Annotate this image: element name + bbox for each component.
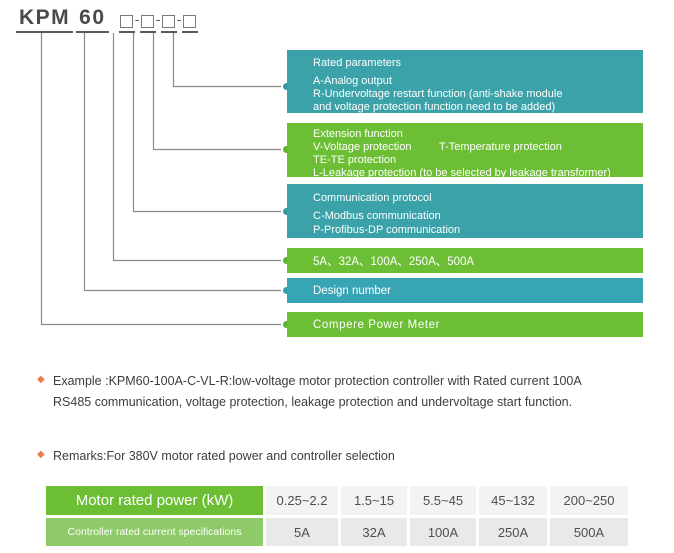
- underline: [139, 31, 156, 33]
- model-prefix: KPM: [16, 6, 74, 33]
- box-design-number: Design number: [287, 278, 643, 303]
- box-line: A-Analog output: [313, 75, 392, 87]
- box-line: L-Leakage protection (to be selected by …: [313, 167, 611, 177]
- power-cell: 45~132: [479, 486, 547, 515]
- example-line-1: Example :KPM60-100A-C-VL-R:low-voltage m…: [53, 374, 582, 388]
- power-cell: 0.25~2.2: [266, 486, 338, 515]
- power-cell: 1.5~15: [341, 486, 407, 515]
- current-cell: 32A: [341, 518, 407, 546]
- example-note: Example :KPM60-100A-C-VL-R:low-voltage m…: [53, 371, 582, 412]
- box-product-name: Compere Power Meter: [287, 312, 643, 337]
- diamond-bullet-icon: ◆: [37, 449, 45, 460]
- box-line: P-Profibus-DP communication: [313, 224, 461, 236]
- model-placeholder-squares: - - -: [118, 11, 198, 33]
- model-code: KPM 60 - - -: [16, 6, 198, 33]
- underline: [181, 31, 198, 33]
- box-line: and voltage protection function need to …: [313, 101, 556, 113]
- current-cell: 100A: [410, 518, 476, 546]
- box-communication-protocol: Communication protocol C-Modbus communic…: [287, 184, 643, 238]
- square-icon: [183, 15, 197, 28]
- placeholder-square-4: [181, 15, 198, 33]
- row-header-motor-power: Motor rated power (kW): [46, 486, 263, 515]
- line-series: [83, 33, 284, 292]
- box-line: TE-TE protection: [313, 154, 397, 166]
- power-cell: 200~250: [550, 486, 628, 515]
- separator-hyphen: -: [134, 11, 140, 27]
- line-square4: [172, 33, 284, 88]
- table-row-power: Motor rated power (kW) 0.25~2.2 1.5~15 5…: [46, 486, 628, 515]
- model-series: 60: [76, 6, 109, 33]
- selection-table: Motor rated power (kW) 0.25~2.2 1.5~15 5…: [43, 483, 631, 549]
- line-square1: [112, 33, 284, 262]
- placeholder-square-3: [160, 15, 177, 33]
- line-prefix: [40, 33, 284, 326]
- separator-hyphen: -: [155, 11, 161, 27]
- box-rated-current-options: 5A、32A、100A、250A、500A: [287, 248, 643, 273]
- power-cell: 5.5~45: [410, 486, 476, 515]
- current-cell: 5A: [266, 518, 338, 546]
- current-cell: 500A: [550, 518, 628, 546]
- underline: [118, 31, 135, 33]
- line-square3: [152, 33, 284, 151]
- box-line: 5A、32A、100A、250A、500A: [313, 255, 475, 268]
- row-header-controller-current: Controller rated current specifications: [46, 518, 263, 546]
- box-line: R-Undervoltage restart function (anti-sh…: [313, 88, 563, 100]
- remarks-note: Remarks:For 380V motor rated power and c…: [53, 449, 395, 463]
- current-cell: 250A: [479, 518, 547, 546]
- square-icon: [120, 15, 134, 28]
- separator-hyphen: -: [176, 11, 182, 27]
- box-extension-function: Extension function V-Voltage protection …: [287, 123, 643, 177]
- square-icon: [141, 15, 155, 28]
- example-line-2: RS485 communication, voltage protection,…: [53, 394, 573, 409]
- box-line: Rated parameters: [313, 57, 402, 69]
- line-square2: [132, 33, 284, 213]
- box-line: C-Modbus communication: [313, 209, 441, 222]
- box-rated-parameters: Rated parameters A-Analog output R-Under…: [287, 50, 643, 113]
- diamond-bullet-icon: ◆: [37, 374, 45, 385]
- box-line: V-Voltage protection T-Temperature prote…: [313, 141, 562, 153]
- underline: [160, 31, 177, 33]
- box-line: Communication protocol: [313, 192, 432, 204]
- box-line: Design number: [313, 284, 391, 297]
- box-line: Extension function: [313, 128, 403, 140]
- square-icon: [162, 15, 176, 28]
- placeholder-square-2: [139, 15, 156, 33]
- box-line: Compere Power Meter: [313, 318, 441, 331]
- table-row-current: Controller rated current specifications …: [46, 518, 628, 546]
- placeholder-square-1: [118, 15, 135, 33]
